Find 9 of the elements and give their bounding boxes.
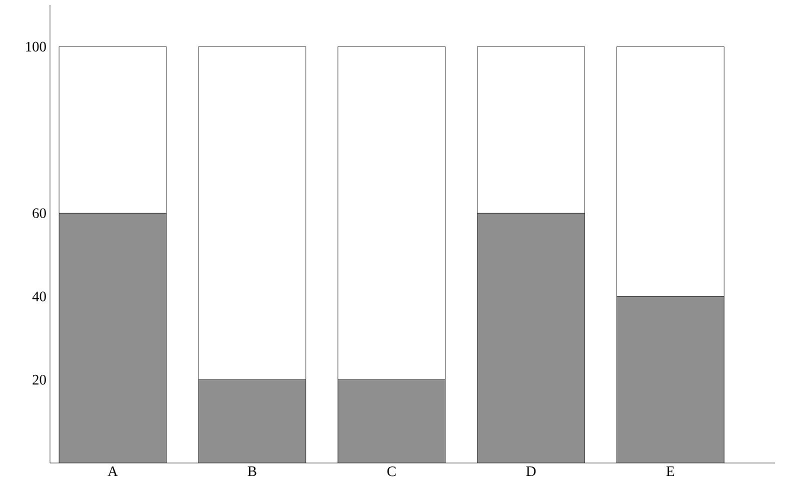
y-tick-label: 60: [32, 208, 46, 218]
y-tick-label: 100: [26, 42, 46, 52]
x-tick-label: D: [526, 466, 536, 476]
x-tick-label: C: [387, 466, 396, 476]
x-tick-label: A: [108, 466, 118, 476]
x-tick-label: E: [666, 466, 674, 476]
y-tick-label: 40: [32, 292, 46, 302]
y-tick-label: 20: [32, 374, 46, 385]
x-tick-label: B: [248, 466, 256, 476]
